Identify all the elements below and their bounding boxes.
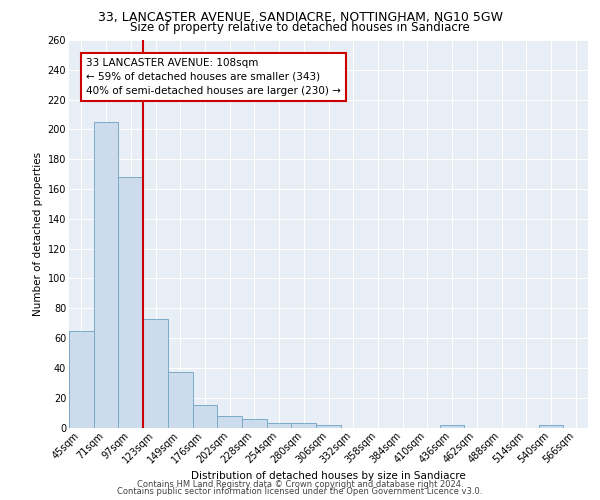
Bar xyxy=(69,330,94,428)
Bar xyxy=(193,405,217,427)
Bar xyxy=(217,416,242,428)
Bar xyxy=(242,418,267,428)
Bar xyxy=(267,423,292,428)
Bar xyxy=(440,424,464,428)
Bar xyxy=(118,177,143,428)
Y-axis label: Number of detached properties: Number of detached properties xyxy=(34,152,43,316)
Bar xyxy=(168,372,193,428)
X-axis label: Distribution of detached houses by size in Sandiacre: Distribution of detached houses by size … xyxy=(191,470,466,480)
Text: Contains public sector information licensed under the Open Government Licence v3: Contains public sector information licen… xyxy=(118,487,482,496)
Bar xyxy=(292,423,316,428)
Text: Contains HM Land Registry data © Crown copyright and database right 2024.: Contains HM Land Registry data © Crown c… xyxy=(137,480,463,489)
Text: 33, LANCASTER AVENUE, SANDIACRE, NOTTINGHAM, NG10 5GW: 33, LANCASTER AVENUE, SANDIACRE, NOTTING… xyxy=(97,11,503,24)
Bar xyxy=(143,318,168,428)
Bar xyxy=(316,424,341,428)
Text: 33 LANCASTER AVENUE: 108sqm
← 59% of detached houses are smaller (343)
40% of se: 33 LANCASTER AVENUE: 108sqm ← 59% of det… xyxy=(86,58,341,96)
Bar xyxy=(539,424,563,428)
Text: Size of property relative to detached houses in Sandiacre: Size of property relative to detached ho… xyxy=(130,21,470,34)
Bar xyxy=(94,122,118,428)
